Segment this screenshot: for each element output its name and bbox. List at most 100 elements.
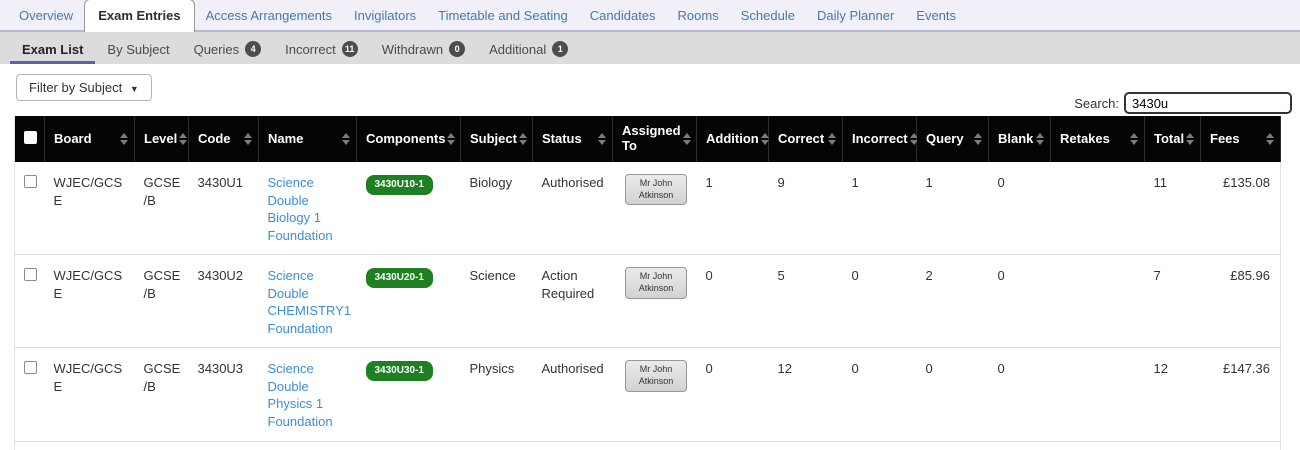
nav-item-overview[interactable]: Overview bbox=[19, 8, 74, 23]
tab-queries[interactable]: Queries 4 bbox=[182, 32, 274, 64]
status-cell: Authorised bbox=[532, 162, 613, 256]
nav-item-candidates[interactable]: Candidates bbox=[589, 8, 656, 23]
col-header-total[interactable]: Total bbox=[1144, 116, 1201, 162]
filter-by-subject-button[interactable]: Filter by Subject ▼ bbox=[16, 74, 152, 101]
exam-name-link[interactable]: Science Double Biology 1 Foundation bbox=[267, 175, 333, 243]
col-header-code[interactable]: Code bbox=[188, 116, 259, 162]
sort-icon[interactable] bbox=[342, 133, 352, 145]
assigned-to-button[interactable]: Mr John Atkinson bbox=[625, 174, 687, 206]
col-header-level[interactable]: Level bbox=[134, 116, 189, 162]
level-cell: GCSE/B bbox=[134, 347, 189, 442]
fees-cell: £147.36 bbox=[1200, 347, 1281, 442]
exam-name-link[interactable]: Science Double Physics 1 Foundation bbox=[267, 361, 333, 430]
sort-icon[interactable] bbox=[828, 133, 838, 145]
col-header-retakes[interactable]: Retakes bbox=[1050, 116, 1145, 162]
sort-icon[interactable] bbox=[1036, 133, 1046, 145]
sort-icon[interactable] bbox=[447, 133, 457, 145]
col-header-addition[interactable]: Addition bbox=[696, 116, 771, 162]
assigned-to-button[interactable]: Mr John Atkinson bbox=[625, 267, 687, 299]
component-badge[interactable]: 3430U30-1 bbox=[365, 361, 433, 381]
correct-cell: 33 bbox=[768, 441, 843, 450]
sort-icon[interactable] bbox=[1130, 133, 1140, 145]
nav-item-invigilators[interactable]: Invigilators bbox=[354, 8, 417, 23]
assigned-to-cell: Mr John Atkinson bbox=[612, 347, 697, 442]
sort-icon[interactable] bbox=[974, 133, 984, 145]
nav-item-schedule[interactable]: Schedule bbox=[740, 8, 795, 23]
board-cell: WJEC/GCSE bbox=[44, 162, 135, 256]
col-header-subject[interactable]: Subject bbox=[460, 116, 533, 162]
col-header-select-all bbox=[14, 116, 45, 162]
incorrect-cell: 0 bbox=[842, 441, 917, 450]
col-header-components[interactable]: Components bbox=[356, 116, 461, 162]
nav-item-timetable-and-seating[interactable]: Timetable and Seating bbox=[438, 8, 568, 23]
query-cell: 0 bbox=[916, 347, 989, 442]
sort-icon[interactable] bbox=[120, 133, 130, 145]
row-checkbox[interactable] bbox=[24, 268, 37, 282]
withdrawn-count-badge: 0 bbox=[449, 41, 466, 57]
tab-additional-label: Additional bbox=[489, 41, 547, 57]
col-header-status[interactable]: Status bbox=[532, 116, 613, 162]
nav-item-events[interactable]: Events bbox=[916, 8, 957, 23]
nav-item-exam-entries[interactable]: Exam Entries bbox=[84, 0, 195, 32]
incorrect-cell: 1 bbox=[842, 162, 917, 256]
col-header-board[interactable]: Board bbox=[44, 116, 135, 162]
sort-icon[interactable] bbox=[1186, 133, 1196, 145]
col-header-correct[interactable]: Correct bbox=[768, 116, 843, 162]
retakes-cell bbox=[1050, 162, 1145, 256]
name-cell: Science Double Biology 1 Foundation bbox=[258, 162, 357, 256]
row-checkbox[interactable] bbox=[24, 361, 37, 375]
code-cell: 3430U4 bbox=[188, 441, 259, 450]
tab-by-subject-label: By Subject bbox=[107, 41, 170, 57]
row-select-cell bbox=[14, 162, 45, 256]
nav-item-access-arrangements[interactable]: Access Arrangements bbox=[205, 8, 333, 23]
sort-icon[interactable] bbox=[760, 133, 771, 145]
tab-by-subject[interactable]: By Subject bbox=[95, 32, 181, 64]
queries-count-badge: 4 bbox=[245, 41, 262, 57]
addition-cell: 1 bbox=[696, 162, 769, 256]
sort-icon[interactable] bbox=[179, 133, 189, 145]
col-header-assigned-to[interactable]: Assigned To bbox=[612, 116, 697, 162]
code-cell: 3430U2 bbox=[188, 254, 259, 349]
col-header-blank[interactable]: Blank bbox=[988, 116, 1051, 162]
sort-icon[interactable] bbox=[244, 133, 254, 145]
col-header-query[interactable]: Query bbox=[916, 116, 989, 162]
nav-item-rooms[interactable]: Rooms bbox=[677, 8, 719, 23]
nav-item-daily-planner[interactable]: Daily Planner bbox=[816, 8, 895, 23]
col-header-fees[interactable]: Fees bbox=[1200, 116, 1281, 162]
exam-table: Board Level Code Name Components Subject… bbox=[14, 116, 1281, 450]
table-row: WJEC/GCSE GCSE/B 3430U3 Science Double P… bbox=[14, 347, 1281, 442]
incorrect-cell: 0 bbox=[842, 254, 917, 349]
tab-exam-list[interactable]: Exam List bbox=[10, 32, 96, 64]
sort-icon[interactable] bbox=[909, 133, 920, 145]
component-badge[interactable]: 3430U20-1 bbox=[365, 268, 433, 288]
incorrect-cell: 0 bbox=[842, 347, 917, 442]
board-cell: WJEC/GCSE bbox=[44, 347, 135, 442]
blank-cell: 0 bbox=[988, 162, 1051, 256]
sort-icon[interactable] bbox=[682, 133, 693, 145]
search-input[interactable] bbox=[1124, 92, 1292, 114]
tab-exam-list-label: Exam List bbox=[22, 41, 84, 57]
sort-icon[interactable] bbox=[598, 133, 608, 145]
subject-cell: Science bbox=[460, 254, 533, 349]
name-cell: Science Double Biology 2 Foundation bbox=[258, 441, 357, 450]
sub-navigation: Exam List By Subject Queries 4 Incorrect… bbox=[0, 32, 1300, 64]
row-checkbox[interactable] bbox=[24, 175, 37, 188]
select-all-checkbox[interactable] bbox=[24, 131, 37, 144]
retakes-cell bbox=[1050, 254, 1145, 349]
additional-count-badge: 1 bbox=[552, 41, 569, 57]
col-header-name[interactable]: Name bbox=[258, 116, 357, 162]
tab-withdrawn[interactable]: Withdrawn 0 bbox=[370, 32, 477, 64]
addition-cell: 0 bbox=[696, 254, 769, 349]
table-header-row: Board Level Code Name Components Subject… bbox=[14, 116, 1281, 162]
sort-icon[interactable] bbox=[518, 133, 529, 145]
assigned-to-cell: Mr John AtkinsonMiss Fiona Burton bbox=[612, 441, 697, 450]
component-badge[interactable]: 3430U10-1 bbox=[365, 175, 433, 195]
tab-incorrect[interactable]: Incorrect 11 bbox=[273, 32, 370, 64]
tab-additional[interactable]: Additional 1 bbox=[477, 32, 580, 64]
exam-table-body: WJEC/GCSE GCSE/B 3430U1 Science Double B… bbox=[14, 162, 1281, 450]
col-header-incorrect[interactable]: Incorrect bbox=[842, 116, 920, 162]
exam-name-link[interactable]: Science Double CHEMISTRY1 Foundation bbox=[267, 268, 352, 336]
assigned-to-button[interactable]: Mr John Atkinson bbox=[625, 360, 687, 392]
assigned-to-cell: Mr John Atkinson bbox=[612, 162, 697, 256]
sort-icon[interactable] bbox=[1266, 133, 1276, 145]
